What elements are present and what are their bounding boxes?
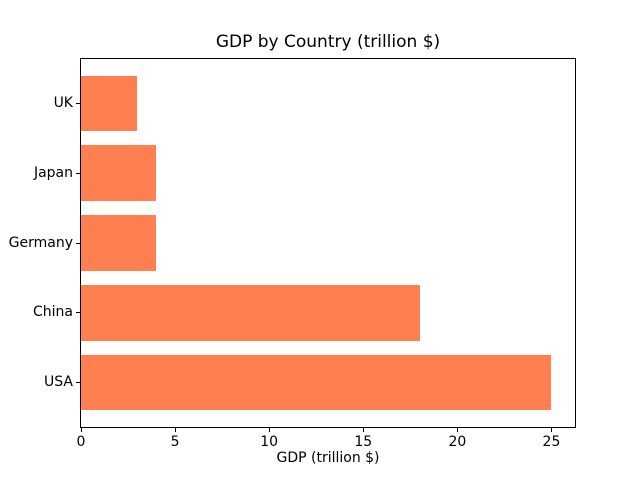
y-tick-label-germany: Germany: [8, 234, 73, 251]
x-tick-label-20: 20: [448, 434, 467, 450]
x-tick-label-25: 25: [542, 434, 561, 450]
x-tick-mark: [80, 428, 82, 432]
x-tick-mark: [268, 428, 270, 432]
y-tick-label-china: China: [33, 304, 73, 321]
y-tick-label-japan: Japan: [33, 164, 73, 181]
x-tick-mark: [456, 428, 458, 432]
x-axis-label: GDP (trillion $): [276, 450, 380, 466]
y-tick-label-usa: USA: [44, 373, 73, 390]
bar-germany: [81, 215, 157, 271]
bar-usa: [81, 354, 552, 411]
x-tick-label-15: 15: [354, 434, 373, 450]
x-tick-label-10: 10: [260, 434, 279, 450]
bar-japan: [81, 145, 157, 202]
x-tick-label-0: 0: [76, 434, 86, 450]
y-tick-mark: [76, 172, 80, 174]
bar-uk: [81, 75, 138, 132]
y-tick-mark: [76, 242, 80, 244]
y-tick-mark: [76, 103, 80, 105]
chart-title: GDP by Country (trillion $): [215, 32, 441, 52]
bar-china: [81, 284, 420, 341]
y-tick-mark: [76, 312, 80, 314]
y-tick-mark: [76, 381, 80, 383]
y-tick-label-uk: UK: [53, 95, 73, 112]
x-tick-mark: [550, 428, 552, 432]
x-tick-mark: [362, 428, 364, 432]
x-tick-label-5: 5: [170, 434, 180, 450]
x-tick-mark: [174, 428, 176, 432]
